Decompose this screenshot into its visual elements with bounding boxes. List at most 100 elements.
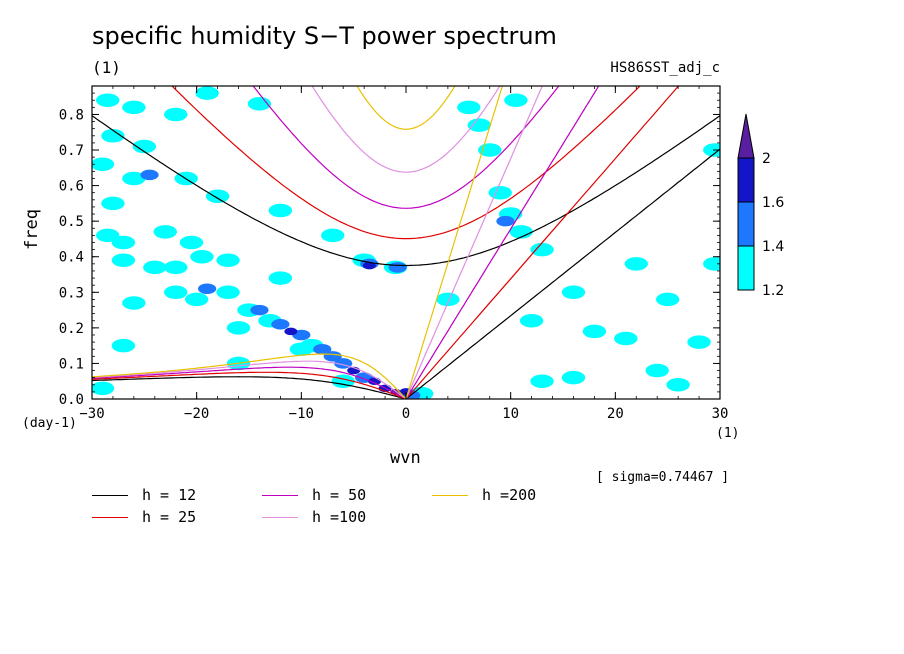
x-tick-label: −10 — [289, 406, 314, 422]
colorbar-segment — [737, 201, 755, 247]
contour-blob — [561, 285, 586, 300]
contour-blob — [436, 292, 460, 307]
y-tick-label: 0.3 — [59, 285, 84, 301]
y-tick-label: 0.1 — [59, 356, 84, 372]
contour-blob — [122, 296, 146, 310]
x-tick-label: −20 — [184, 406, 209, 422]
rossby-curve — [92, 353, 407, 399]
contour-blob — [614, 331, 638, 346]
contour-blob — [250, 304, 269, 316]
x-tick-label: 10 — [502, 406, 519, 422]
colorbar-segment — [737, 245, 755, 291]
legend-item-h200: h =200 — [432, 486, 536, 504]
axes-layer: −30 −20 −10 0 10 20 30 0.0 0.1 0.2 0.3 0.4 0.5 0.6 0.7… — [59, 86, 728, 422]
run-name: HS86SST_adj_c — [610, 60, 720, 76]
contour-blob — [504, 93, 528, 107]
rossby-curve — [92, 366, 407, 399]
kelvin-curve — [405, 86, 543, 399]
contour-blob — [101, 129, 125, 143]
legend-swatch — [262, 494, 298, 496]
contour-blob — [96, 93, 120, 107]
y-tick-label: 0.5 — [59, 214, 84, 230]
contour-blob — [388, 262, 407, 273]
contour-blob — [582, 324, 607, 339]
contour-blob — [313, 343, 332, 355]
inertia-gravity-curve — [356, 86, 456, 130]
contour-blob — [226, 321, 251, 335]
contour-blob — [457, 100, 481, 115]
chart-subtitle: (1) — [92, 58, 121, 77]
contour-blob — [92, 381, 115, 396]
legend-item-h50: h = 50 — [262, 486, 366, 504]
x-tick-label: 0 — [402, 406, 410, 422]
inertia-gravity-curve — [311, 86, 501, 173]
contour-blob — [321, 228, 345, 243]
y-tick-label: 0.6 — [59, 179, 84, 195]
contour-blob — [289, 342, 314, 356]
inertia-gravity-curve — [171, 86, 641, 240]
legend: h = 12 h = 25 h = 50 h =100 h =200 — [92, 486, 592, 536]
y-tick-label: 0.7 — [59, 143, 84, 159]
contour-blob — [205, 189, 230, 204]
legend-item-h100: h =100 — [262, 508, 366, 526]
colorbar-label: 1.2 — [762, 283, 784, 299]
colorbar-label: 1.6 — [762, 195, 784, 211]
legend-swatch — [262, 516, 298, 518]
x-axis-unit: (1) — [716, 426, 740, 441]
legend-swatch — [92, 494, 128, 496]
legend-item-h25: h = 25 — [92, 508, 196, 526]
contour-blob — [271, 319, 290, 330]
contour-blob — [111, 253, 136, 268]
contour-blob — [530, 374, 554, 388]
contour-blob — [687, 335, 711, 349]
contour-blob — [143, 260, 167, 275]
contour-blob — [284, 327, 298, 336]
contour-blob — [195, 86, 219, 100]
contour-blob — [655, 292, 680, 307]
contour-blob — [164, 285, 188, 300]
contour-blob — [509, 225, 533, 239]
kelvin-curve — [405, 86, 680, 399]
contour-blob — [624, 257, 648, 271]
contour-blob — [496, 215, 515, 227]
colorbar: 1.2 1.4 1.6 2 — [737, 113, 784, 299]
contour-blob — [530, 242, 554, 257]
y-axis-label: freq — [22, 209, 42, 250]
legend-swatch — [92, 516, 128, 518]
legend-label: h =200 — [482, 486, 537, 504]
contour-blob — [216, 285, 240, 300]
colorbar-arrow — [737, 113, 755, 159]
contour-blob — [268, 203, 293, 218]
x-axis-label: wvn — [390, 448, 421, 468]
contour-blob — [101, 196, 125, 211]
colorbar-label: 2 — [762, 151, 771, 167]
contour-blob — [198, 283, 217, 294]
rossby-curve — [92, 376, 407, 399]
contour-blob — [111, 338, 136, 353]
legend-item-h12: h = 12 — [92, 486, 196, 504]
contour-blob — [140, 169, 159, 181]
contour-blob — [179, 235, 204, 250]
rossby-curve — [92, 360, 407, 399]
x-tick-label: −30 — [79, 406, 104, 422]
y-tick-label: 0.8 — [59, 107, 84, 123]
contour-blob — [645, 363, 669, 378]
y-axis-unit: (day-1) — [22, 416, 77, 431]
contour-blob — [488, 185, 512, 200]
x-tick-label: 20 — [607, 406, 624, 422]
contour-blob — [111, 235, 136, 250]
y-tick-label: 0.0 — [59, 392, 84, 408]
contour-blob — [362, 261, 376, 270]
contour-blob — [703, 143, 720, 157]
contour-blob — [122, 100, 146, 115]
dispersion-curve-layer — [92, 86, 720, 399]
contour-blob — [467, 118, 491, 132]
contour-blob — [96, 228, 120, 243]
contour-blob — [164, 107, 188, 122]
contour-blob — [268, 271, 293, 285]
contour-blob — [153, 225, 177, 239]
legend-swatch — [432, 494, 468, 496]
legend-label: h =100 — [312, 508, 367, 526]
inertia-gravity-curve — [92, 115, 720, 267]
